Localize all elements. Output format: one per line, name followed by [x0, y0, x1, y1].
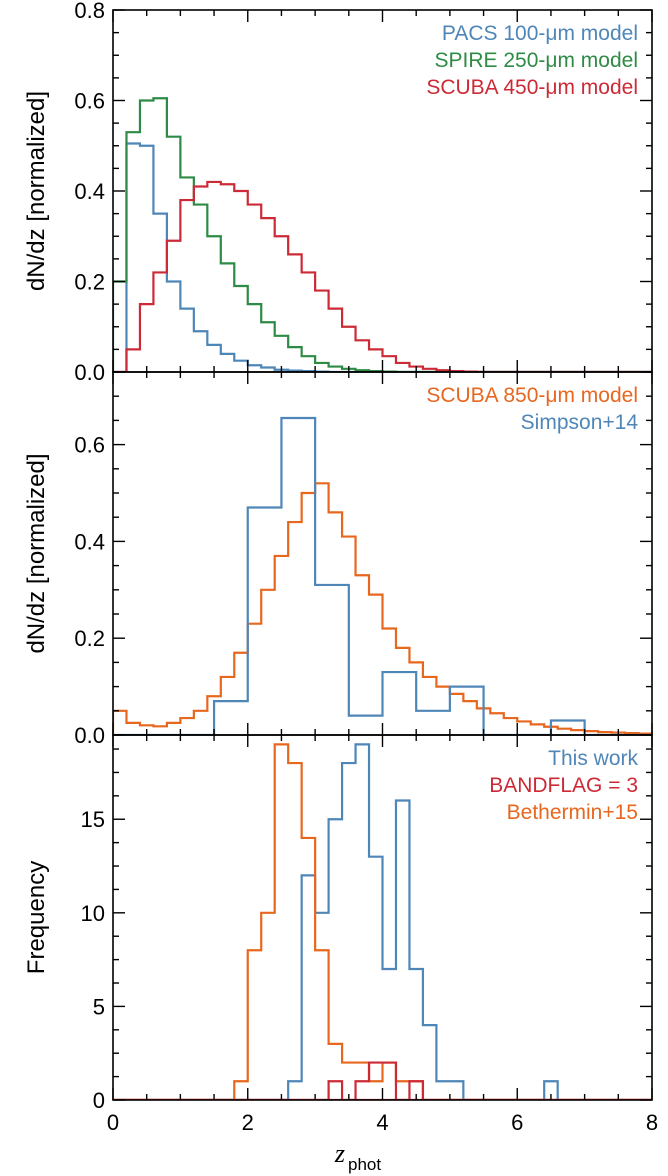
legend-scuba-450-m-model: SCUBA 450-μm model	[426, 76, 638, 99]
x-tick-label: 2	[242, 1110, 254, 1135]
series-spire-250-m-model-line	[113, 97, 652, 372]
series-pacs-100-m-model-line	[113, 142, 652, 372]
series-simpson-14-line	[113, 416, 652, 735]
series-bandflag-3-overlay--line	[113, 1061, 652, 1100]
series-bethermin-15-line	[113, 743, 652, 1100]
series-scuba-850-m-model-line	[113, 482, 652, 735]
y-tick-label: 0.0	[74, 360, 105, 385]
series-this-work-line	[113, 743, 652, 1100]
x-axis-label-subscript: phot	[348, 1155, 381, 1174]
y-tick-label: 0.8	[74, 0, 105, 23]
y-tick-label: 0.2	[74, 270, 105, 295]
x-tick-label: 4	[376, 1110, 388, 1135]
legend-scuba-850-m-model: SCUBA 850-μm model	[426, 384, 638, 407]
x-axis-label: z phot	[334, 1139, 381, 1174]
legend-bethermin-15: Bethermin+15	[507, 801, 638, 824]
x-tick-label: 8	[646, 1110, 658, 1135]
y-tick-label: 0.6	[74, 89, 105, 114]
y-tick-label: 0.2	[74, 626, 105, 651]
panel-3: 0 5 10 15 0 2 4 6 8 Frequency This work BANDFLAG = …	[23, 734, 658, 1135]
legend-pacs-100-m-model: PACS 100-μm model	[442, 22, 638, 45]
y-tick-label: 0.0	[74, 723, 105, 748]
y-axis-label: dN/dz [normalized]	[23, 453, 50, 653]
panels: 0.0 0.2 0.4 0.6 0.8 dN/dz [normalized] PACS 10…	[23, 0, 658, 1135]
panel-2: 0.0 0.2 0.4 0.6 dN/dz [normalized] SCUBA 850-…	[23, 371, 653, 748]
legend-this-work: This work	[548, 747, 638, 770]
y-tick-label: 0.4	[74, 529, 105, 554]
panel-1: 0.0 0.2 0.4 0.6 0.8 dN/dz [normalized] PACS 10…	[23, 0, 653, 385]
y-tick-label: 5	[93, 994, 105, 1019]
x-axis-label-main: z	[334, 1139, 345, 1168]
legend-spire-250-m-model: SPIRE 250-μm model	[434, 49, 638, 72]
y-tick-label: 0	[93, 1088, 105, 1113]
x-tick-label: 0	[107, 1110, 119, 1135]
y-tick-label: 10	[81, 901, 105, 926]
legend-bandflag-3: BANDFLAG = 3	[489, 774, 638, 797]
y-tick-label: 0.6	[74, 433, 105, 458]
y-tick-label: 15	[81, 807, 105, 832]
y-tick-label: 0.4	[74, 179, 105, 204]
x-tick-label: 6	[511, 1110, 523, 1135]
y-axis-label: dN/dz [normalized]	[23, 91, 50, 291]
legend-simpson-14: Simpson+14	[521, 411, 639, 434]
y-axis-label: Frequency	[23, 861, 50, 974]
series-scuba-450-m-model-line	[113, 180, 652, 372]
